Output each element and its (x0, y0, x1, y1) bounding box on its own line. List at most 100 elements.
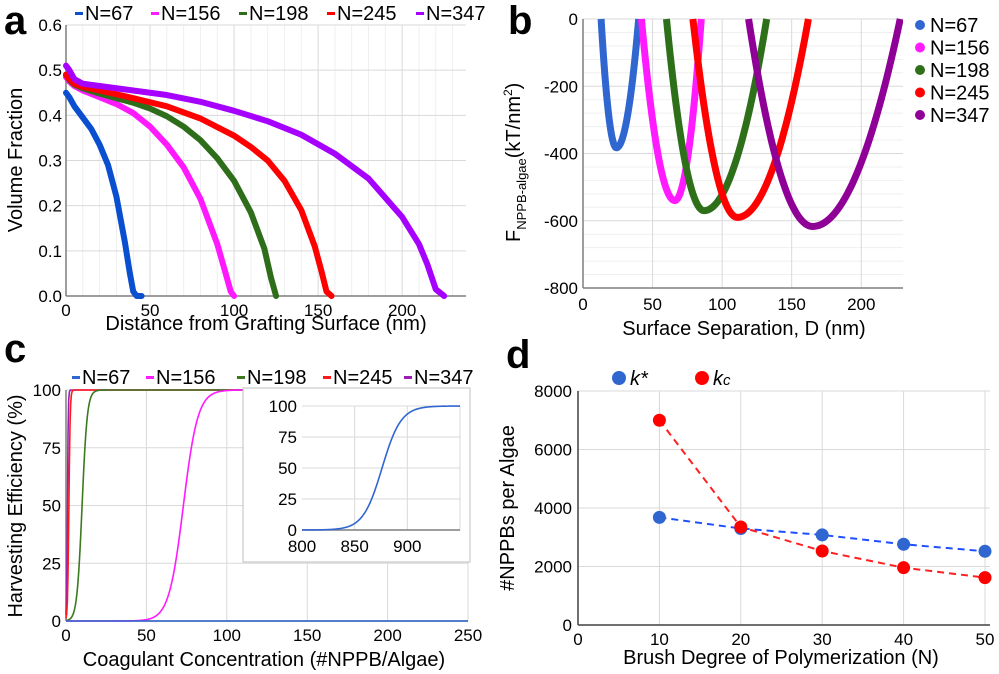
c-x-axis-label: Coagulant Concentration (#NPPB/Algae) (83, 649, 445, 671)
a-legend-swatch-1 (151, 12, 159, 15)
a-legend-label-1: N=156 (161, 3, 221, 25)
d-gridlines (577, 390, 990, 626)
a-gridlines (65, 24, 466, 297)
c-legend-label-1: N=156 (156, 367, 216, 389)
d-series-point-0 (815, 528, 829, 542)
d-x-tick-label: 10 (650, 630, 669, 649)
c-inset-frame (242, 387, 471, 563)
c-legend-swatch-4 (404, 376, 412, 379)
c-legend-label-3: N=245 (333, 367, 393, 389)
b-legend-marker-1 (915, 42, 925, 53)
d-x-tick-label: 0 (573, 630, 582, 649)
a-x-tick-label: 0 (61, 301, 70, 320)
c-y-tick-label: 100 (33, 381, 61, 400)
c-inset-chart: 800 850 900 0 25 50 75 100 (242, 387, 471, 563)
a-series-line-4 (63, 62, 448, 299)
b-y-tick-label: -200 (544, 77, 578, 96)
b-y-label-sub: NPPB-algae (514, 158, 529, 230)
d-series-point-0 (978, 544, 992, 558)
b-legend-marker-4 (915, 110, 925, 120)
panel-letter-a: a (4, 0, 27, 43)
b-y-label-unit: (kT/nm (503, 96, 525, 158)
d-legend-label-base-1: k (713, 368, 724, 390)
d-series-point-1 (815, 544, 829, 558)
a-y-axis-label: Volume Fraction (5, 88, 27, 233)
b-gridlines (582, 18, 903, 289)
d-series-group (652, 413, 992, 585)
d-y-tick-label: 2000 (534, 558, 572, 577)
b-legend-marker-0 (915, 20, 925, 30)
a-y-tick-label: 0.4 (38, 106, 62, 125)
b-tick-labels: 0 50 100 150 200 -800 -600 -400 -200 0 (544, 10, 875, 314)
c-y-tick-label: 75 (42, 439, 61, 458)
d-y-tick-label: 8000 (534, 382, 572, 401)
b-legend-label-3: N=245 (930, 83, 990, 105)
d-series-point-1 (734, 520, 748, 534)
b-y-tick-label: -800 (544, 279, 578, 298)
b-y-axis-label: FNPPB-algae(kT/nm2) (501, 83, 529, 242)
d-legend: k* kc (612, 368, 731, 390)
c-legend-label-4: N=347 (414, 367, 474, 389)
a-y-tick-label: 0.6 (38, 16, 62, 35)
c-legend-swatch-0 (72, 376, 80, 379)
panel-b-free-energy-chart: 0 50 100 150 200-800-600-400-2000 N=67N=156N… (501, 10, 990, 340)
b-x-tick-label: 0 (578, 295, 587, 314)
c-x-tick-label: 0 (61, 626, 70, 645)
c-inset-x-tick-label: 850 (340, 537, 368, 556)
c-y-tick-label: 0 (52, 612, 61, 631)
b-y-tick-label: -600 (544, 212, 578, 231)
b-legend-label-0: N=67 (930, 15, 978, 37)
panel-a-volume-fraction-chart: 0 50 100 150 2000.00.10.20.30.40.50.6 N=67 N=… (5, 3, 486, 335)
c-inset-y-tick-label: 100 (269, 397, 297, 416)
a-legend-swatch-2 (239, 12, 247, 15)
a-x-tick-label: 200 (388, 301, 416, 320)
c-inset-y-tick-label: 25 (278, 490, 297, 509)
d-series-point-1 (978, 571, 992, 585)
d-x-tick-label: 20 (731, 630, 750, 649)
a-series-line-3 (63, 71, 335, 299)
d-tick-labels: 0 10 20 30 40 50 0 2000 4000 6000 8000 (534, 382, 994, 649)
b-x-tick-label: 150 (778, 295, 806, 314)
b-legend-label-4: N=347 (930, 105, 990, 127)
b-series-curve-0 (597, 18, 643, 152)
c-y-tick-label: 50 (42, 497, 61, 516)
d-legend-label-suffix-0: * (640, 368, 649, 390)
a-x-tick-label: 100 (220, 301, 248, 320)
c-y-tick-label: 25 (42, 554, 61, 573)
d-series-line-0 (659, 516, 986, 553)
panel-letter-c: c (4, 327, 26, 371)
d-legend-label-suffix-1: c (723, 372, 731, 389)
a-legend-swatch-0 (75, 12, 83, 15)
svg-text:FNPPB-algae(kT/nm2): FNPPB-algae(kT/nm2) (501, 83, 529, 242)
d-series-point-0 (652, 510, 666, 524)
d-legend-label-1: kc (713, 368, 731, 390)
d-legend-label-base-0: k (630, 368, 641, 390)
a-y-tick-label: 0.2 (38, 197, 62, 216)
c-inset-y-tick-label: 75 (278, 428, 297, 447)
a-x-axis-label: Distance from Grafting Surface (nm) (105, 313, 426, 335)
d-x-tick-label: 30 (813, 630, 832, 649)
panel-letter-d: d (506, 333, 530, 377)
c-y-axis-label: Harvesting Efficiency (%) (5, 394, 27, 617)
c-x-tick-label: 200 (373, 626, 401, 645)
b-series-curve-3 (689, 18, 812, 221)
c-x-tick-label: 100 (213, 626, 241, 645)
b-y-label-main: F (503, 230, 525, 242)
b-series-curve-1 (637, 18, 705, 205)
a-y-tick-label: 0.3 (38, 152, 62, 171)
a-legend-label-2: N=198 (249, 3, 309, 25)
b-series-curve-2 (662, 18, 771, 215)
a-legend-swatch-3 (327, 12, 335, 15)
b-x-tick-label: 50 (643, 295, 662, 314)
c-x-tick-label: 50 (137, 626, 156, 645)
d-y-tick-label: 0 (563, 616, 572, 635)
d-legend-marker-1 (695, 371, 709, 385)
b-x-tick-label: 100 (708, 295, 736, 314)
c-legend-swatch-3 (323, 376, 331, 379)
c-inset-x-tick-label: 800 (288, 537, 316, 556)
a-y-tick-label: 0.5 (38, 61, 62, 80)
a-y-tick-label: 0.0 (38, 287, 62, 306)
